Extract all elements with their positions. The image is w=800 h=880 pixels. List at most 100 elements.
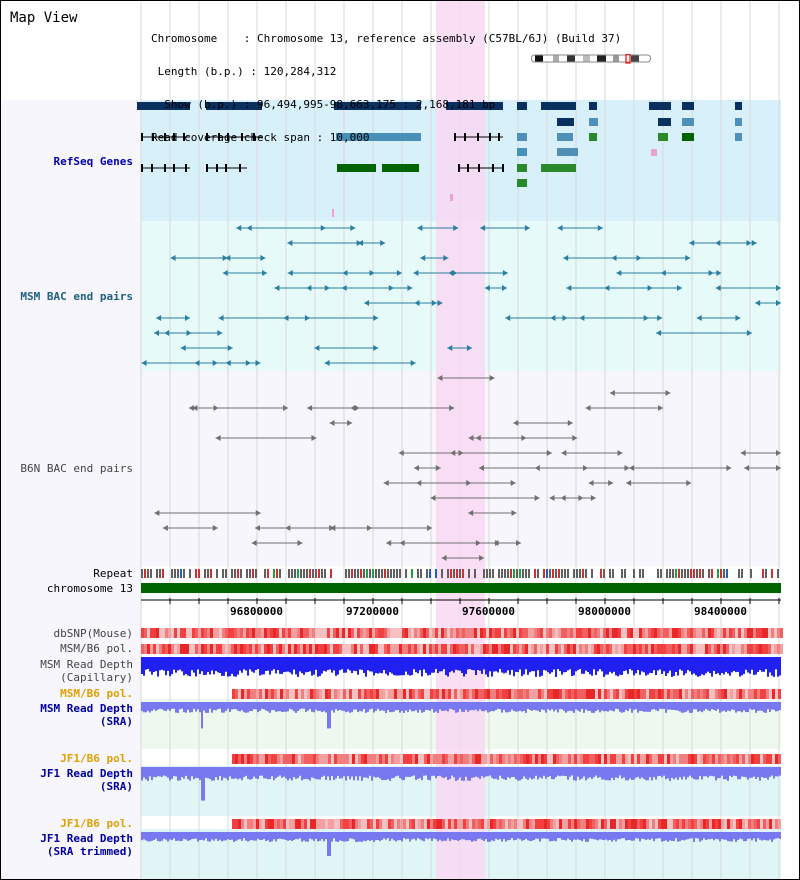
heat-cell	[345, 644, 348, 654]
depth-bar	[581, 767, 583, 779]
depth-bar	[753, 657, 755, 675]
depth-bar	[463, 657, 465, 677]
heat-cell	[250, 819, 253, 829]
msm-read-depth-capillary-label[interactable]: MSM Read Depth (Capillary)	[40, 658, 133, 684]
depth-bar	[677, 657, 679, 676]
depth-bar	[433, 832, 435, 839]
depth-bar	[471, 702, 473, 710]
heat-cell	[306, 628, 309, 638]
heat-cell	[144, 628, 147, 638]
feature-glyphs[interactable]	[137, 102, 783, 856]
depth-bar	[747, 657, 749, 673]
depth-bar	[171, 702, 173, 709]
heat-cell	[730, 754, 733, 764]
repeat-feature	[222, 569, 224, 578]
heat-cell	[346, 819, 349, 829]
depth-bar	[317, 832, 319, 842]
heat-cell	[703, 689, 706, 699]
heat-cell	[283, 819, 286, 829]
depth-bar	[601, 832, 603, 840]
bac-pair	[746, 240, 752, 246]
depth-bar	[637, 702, 639, 713]
heat-cell	[664, 754, 667, 764]
heat-cell	[319, 689, 322, 699]
depth-bar	[759, 832, 761, 840]
heat-cell	[340, 819, 343, 829]
depth-bar	[305, 767, 307, 779]
jf1-read-depth-trim-label[interactable]: JF1 Read Depth (SRA trimmed)	[40, 832, 133, 858]
depth-bar	[729, 767, 731, 776]
repeat-feature	[777, 569, 779, 578]
depth-bar	[203, 832, 205, 841]
b6n-bac-label[interactable]: B6N BAC end pairs	[20, 462, 133, 475]
msm-b6-pol-label-1[interactable]: MSM/B6 pol.	[60, 642, 133, 655]
repeat-feature	[267, 569, 269, 578]
heat-cell	[777, 644, 780, 654]
depth-bar	[283, 657, 285, 673]
chromosome-ideogram[interactable]	[531, 54, 651, 64]
heat-cell	[339, 628, 342, 638]
depth-bar	[241, 832, 243, 841]
heat-cell	[681, 628, 684, 638]
depth-bar	[779, 767, 781, 776]
heat-cell	[583, 689, 586, 699]
jf1-b6-pol-label-1[interactable]: JF1/B6 pol.	[60, 752, 133, 765]
heat-cell	[274, 754, 277, 764]
depth-bar	[367, 702, 369, 712]
depth-bar	[371, 702, 373, 709]
heat-cell	[249, 628, 252, 638]
depth-bar	[265, 657, 267, 671]
depth-bar	[183, 767, 185, 779]
depth-bar	[565, 832, 567, 841]
depth-bar	[285, 767, 287, 779]
depth-bar	[395, 657, 397, 676]
heat-cell	[406, 689, 409, 699]
repeat-feature	[276, 569, 278, 578]
depth-bar	[633, 832, 635, 841]
heat-cell	[636, 628, 639, 638]
jf1-read-depth-sra-label[interactable]: JF1 Read Depth (SRA)	[40, 767, 133, 793]
depth-bar	[475, 657, 477, 676]
depth-bar	[533, 767, 535, 779]
heat-cell	[615, 628, 618, 638]
depth-bar	[671, 767, 673, 778]
depth-bar	[535, 702, 537, 711]
dbsnp-label[interactable]: dbSNP(Mouse)	[53, 627, 133, 640]
depth-bar	[233, 702, 235, 710]
heat-cell	[451, 819, 454, 829]
depth-bar	[229, 832, 231, 841]
depth-bar	[475, 702, 477, 710]
heat-cell	[757, 819, 760, 829]
jf1-b6-pol-label-2[interactable]: JF1/B6 pol.	[60, 817, 133, 830]
heat-cell	[690, 628, 693, 638]
msm-read-depth-capillary-line2: (Capillary)	[60, 671, 133, 684]
heat-cell	[739, 689, 742, 699]
heat-cell	[508, 689, 511, 699]
chromosome-label[interactable]: chromosome 13	[46, 582, 133, 595]
depth-bar	[593, 657, 595, 670]
region-info: Chromosome : Chromosome 13, reference as…	[151, 11, 621, 165]
depth-bar	[685, 702, 687, 712]
heat-cell	[673, 689, 676, 699]
repeat-feature	[177, 569, 179, 578]
msm-read-depth-sra-label[interactable]: MSM Read Depth (SRA)	[40, 702, 133, 728]
refseq-genes-label[interactable]: RefSeq Genes	[53, 155, 133, 168]
depth-bar	[741, 657, 743, 676]
heat-cell	[255, 628, 258, 638]
depth-bar	[357, 657, 359, 675]
repeat-label[interactable]: Repeat	[93, 567, 133, 580]
jf1-read-depth-sra-line2: (SRA)	[99, 780, 133, 793]
repeat-feature	[609, 569, 611, 578]
msm-b6-pol-label-2[interactable]: MSM/B6 pol.	[60, 687, 133, 700]
heat-cell	[640, 689, 643, 699]
depth-bar	[253, 832, 255, 841]
depth-bar	[769, 767, 771, 777]
depth-bar	[625, 657, 627, 671]
msm-bac-label[interactable]: MSM BAC end pairs	[20, 290, 133, 303]
depth-bar	[215, 767, 217, 778]
depth-bar	[693, 657, 695, 674]
depth-bar	[463, 702, 465, 712]
depth-bar	[501, 657, 503, 673]
depth-bar	[623, 657, 625, 672]
